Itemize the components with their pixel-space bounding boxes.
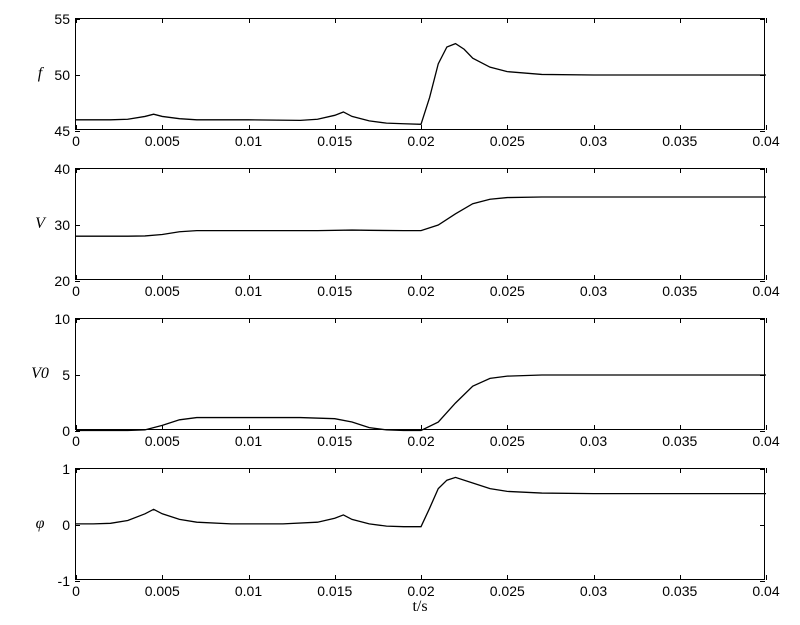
xtick-label: 0.03 bbox=[580, 433, 607, 449]
xtick-label: 0.01 bbox=[235, 433, 262, 449]
xtick-label: 0.04 bbox=[752, 583, 779, 599]
xtick-label: 0 bbox=[72, 433, 80, 449]
xtick-label: 0.04 bbox=[752, 133, 779, 149]
plot-area: 45505500.0050.010.0150.020.0250.030.0350… bbox=[75, 18, 765, 130]
xtick-label: 0.005 bbox=[145, 433, 180, 449]
data-line bbox=[76, 19, 766, 131]
subplot-2: 051000.0050.010.0150.020.0250.030.0350.0… bbox=[75, 318, 765, 430]
xtick-label: 0.03 bbox=[580, 583, 607, 599]
ytick bbox=[760, 131, 765, 132]
xtick-label: 0.035 bbox=[662, 283, 697, 299]
ytick bbox=[75, 431, 80, 432]
data-line bbox=[76, 469, 766, 581]
xtick-label: 0 bbox=[72, 133, 80, 149]
xtick bbox=[766, 318, 767, 323]
ytick-label: 0 bbox=[62, 517, 70, 533]
xtick-label: 0.025 bbox=[490, 133, 525, 149]
ytick-label: 45 bbox=[54, 123, 70, 139]
y-axis-label: φ bbox=[20, 515, 60, 533]
ytick bbox=[760, 581, 765, 582]
xtick-label: 0.015 bbox=[317, 583, 352, 599]
ytick-label: 55 bbox=[54, 11, 70, 27]
ytick-label: 10 bbox=[54, 311, 70, 327]
xtick-label: 0.035 bbox=[662, 433, 697, 449]
y-axis-label: f bbox=[20, 65, 60, 83]
ytick-label: 40 bbox=[54, 161, 70, 177]
xtick-label: 0.03 bbox=[580, 133, 607, 149]
xtick-label: 0.02 bbox=[407, 133, 434, 149]
xtick bbox=[766, 425, 767, 430]
xtick bbox=[766, 18, 767, 23]
plot-area: 20304000.0050.010.0150.020.0250.030.0350… bbox=[75, 168, 765, 280]
x-axis-label: t/s bbox=[412, 598, 427, 616]
xtick-label: 0.02 bbox=[407, 283, 434, 299]
xtick-label: 0.015 bbox=[317, 133, 352, 149]
xtick bbox=[766, 168, 767, 173]
xtick-label: 0.03 bbox=[580, 283, 607, 299]
xtick-label: 0.015 bbox=[317, 433, 352, 449]
data-line bbox=[76, 319, 766, 431]
xtick-label: 0.04 bbox=[752, 283, 779, 299]
xtick-label: 0 bbox=[72, 283, 80, 299]
xtick-label: 0.025 bbox=[490, 283, 525, 299]
xtick bbox=[766, 275, 767, 280]
xtick-label: 0.015 bbox=[317, 283, 352, 299]
subplot-0: 45505500.0050.010.0150.020.0250.030.0350… bbox=[75, 18, 765, 130]
xtick-label: 0.02 bbox=[407, 433, 434, 449]
xtick-label: 0.025 bbox=[490, 583, 525, 599]
xtick-label: 0.04 bbox=[752, 433, 779, 449]
xtick-label: 0.005 bbox=[145, 133, 180, 149]
ytick-label: -1 bbox=[58, 573, 70, 589]
data-line bbox=[76, 169, 766, 281]
ytick bbox=[760, 281, 765, 282]
xtick-label: 0 bbox=[72, 583, 80, 599]
plot-area: -10100.0050.010.0150.020.0250.030.0350.0… bbox=[75, 468, 765, 580]
xtick bbox=[766, 575, 767, 580]
xtick-label: 0.035 bbox=[662, 133, 697, 149]
ytick-label: 5 bbox=[62, 367, 70, 383]
xtick-label: 0.01 bbox=[235, 583, 262, 599]
y-axis-label: V0 bbox=[20, 365, 60, 383]
ytick bbox=[75, 581, 80, 582]
xtick bbox=[766, 468, 767, 473]
ytick-label: 0 bbox=[62, 423, 70, 439]
ytick-label: 1 bbox=[62, 461, 70, 477]
ytick bbox=[75, 281, 80, 282]
subplot-1: 20304000.0050.010.0150.020.0250.030.0350… bbox=[75, 168, 765, 280]
xtick bbox=[766, 125, 767, 130]
xtick-label: 0.025 bbox=[490, 433, 525, 449]
xtick-label: 0.005 bbox=[145, 583, 180, 599]
ytick bbox=[760, 431, 765, 432]
y-axis-label: V bbox=[20, 215, 60, 233]
xtick-label: 0.02 bbox=[407, 583, 434, 599]
xtick-label: 0.01 bbox=[235, 133, 262, 149]
plot-area: 051000.0050.010.0150.020.0250.030.0350.0… bbox=[75, 318, 765, 430]
subplot-3: -10100.0050.010.0150.020.0250.030.0350.0… bbox=[75, 468, 765, 580]
ytick bbox=[75, 131, 80, 132]
xtick-label: 0.035 bbox=[662, 583, 697, 599]
xtick-label: 0.01 bbox=[235, 283, 262, 299]
figure: 45505500.0050.010.0150.020.0250.030.0350… bbox=[0, 0, 800, 625]
ytick-label: 20 bbox=[54, 273, 70, 289]
xtick-label: 0.005 bbox=[145, 283, 180, 299]
